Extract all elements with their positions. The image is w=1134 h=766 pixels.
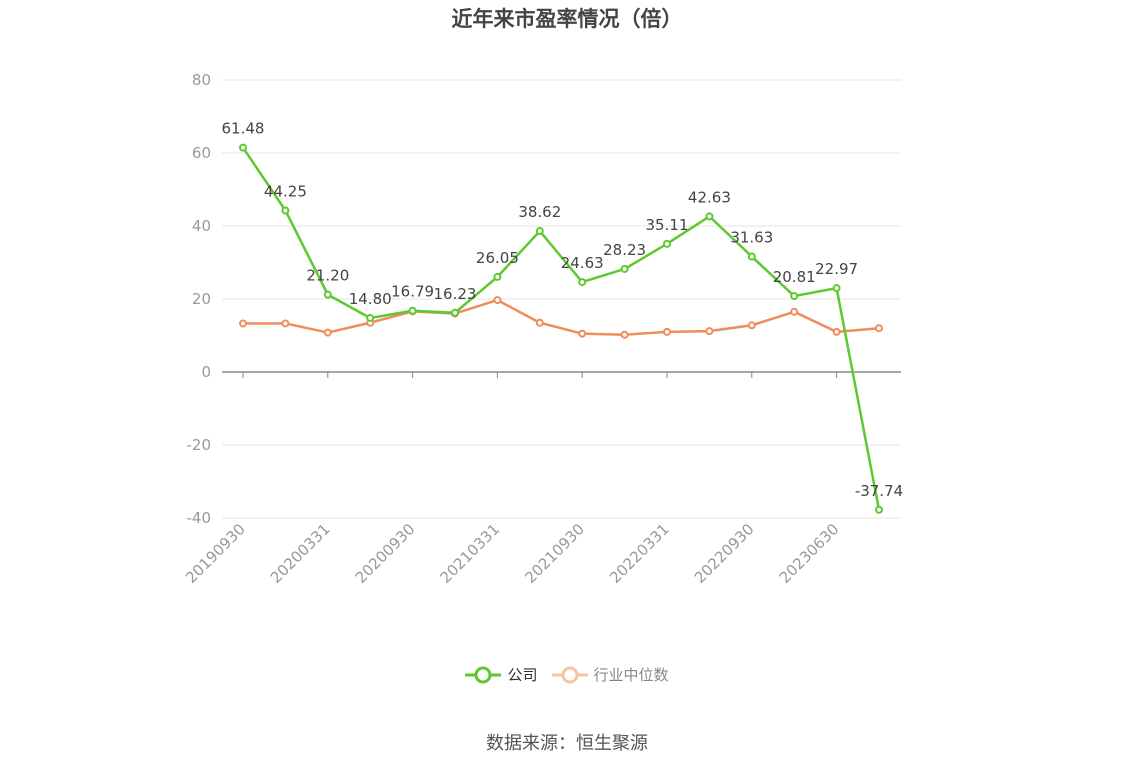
company-data-label: 28.23 bbox=[603, 241, 646, 259]
industry-data-point bbox=[239, 319, 247, 328]
company-data-label: 22.97 bbox=[815, 260, 858, 278]
y-tick-label: -40 bbox=[187, 509, 212, 527]
industry-data-point bbox=[620, 330, 629, 339]
company-data-point bbox=[620, 264, 629, 273]
industry-data-point bbox=[705, 327, 714, 336]
company-data-label: 26.05 bbox=[476, 249, 519, 267]
company-data-point bbox=[832, 284, 841, 293]
legend-item-company[interactable]: 公司 bbox=[465, 664, 538, 685]
industry-data-point bbox=[323, 328, 332, 337]
industry-data-point bbox=[535, 318, 544, 327]
company-data-label: 16.79 bbox=[391, 283, 434, 301]
company-data-point bbox=[366, 313, 375, 322]
industry-data-point bbox=[790, 307, 799, 316]
company-data-label: 24.63 bbox=[561, 254, 604, 272]
data-source: 数据来源：恒生聚源 bbox=[486, 733, 648, 754]
company-data-point bbox=[663, 239, 671, 248]
company-series-line bbox=[241, 146, 881, 510]
company-data-point bbox=[875, 505, 883, 514]
industry-data-point bbox=[281, 319, 290, 328]
company-data-label: 21.20 bbox=[306, 267, 349, 285]
y-tick-label: 20 bbox=[192, 290, 211, 308]
company-data-point bbox=[493, 272, 502, 281]
company-data-point bbox=[578, 278, 587, 287]
company-data-point bbox=[323, 290, 332, 299]
chart-title: 近年来市盈率情况（倍） bbox=[451, 7, 683, 31]
x-tick-label: 20220331 bbox=[606, 520, 673, 587]
y-tick-label: 40 bbox=[192, 217, 211, 235]
company-data-point bbox=[747, 252, 756, 261]
legend-label-company: 公司 bbox=[507, 666, 538, 684]
legend-label-industry: 行业中位数 bbox=[593, 666, 669, 684]
industry-series-line bbox=[243, 298, 880, 337]
legend: 公司 行业中位数 bbox=[0, 664, 1134, 685]
company-data-point bbox=[705, 212, 714, 221]
company-data-label: 14.80 bbox=[349, 290, 392, 308]
x-tick-label: 20200331 bbox=[267, 520, 334, 587]
company-data-label: 31.63 bbox=[730, 229, 773, 247]
company-data-label: -37.74 bbox=[855, 482, 903, 500]
company-data-label: 35.11 bbox=[646, 216, 689, 234]
company-data-point bbox=[408, 306, 417, 315]
company-data-point bbox=[239, 143, 247, 152]
y-tick-label: -20 bbox=[187, 436, 212, 454]
industry-data-point bbox=[832, 327, 841, 336]
x-tick-label: 20210331 bbox=[437, 520, 504, 587]
company-data-point bbox=[451, 308, 459, 317]
company-data-point bbox=[535, 227, 544, 236]
industry-data-point bbox=[875, 324, 883, 333]
x-tick-label: 20230630 bbox=[776, 520, 843, 587]
company-data-point bbox=[790, 292, 799, 301]
company-data-point bbox=[281, 206, 290, 215]
y-tick-label: 80 bbox=[192, 71, 211, 89]
company-legend-icon bbox=[465, 666, 502, 683]
company-data-label: 38.62 bbox=[518, 203, 561, 221]
industry-data-point bbox=[493, 296, 502, 305]
legend-item-industry[interactable]: 行业中位数 bbox=[551, 664, 669, 685]
company-data-label: 61.48 bbox=[222, 120, 265, 138]
x-tick-label: 20190930 bbox=[182, 520, 249, 587]
y-tick-label: 0 bbox=[201, 363, 211, 381]
company-data-label: 16.23 bbox=[434, 285, 477, 303]
industry-data-point bbox=[578, 329, 587, 338]
x-tick-label: 20210930 bbox=[521, 520, 588, 587]
industry-legend-icon bbox=[551, 666, 588, 683]
industry-data-point bbox=[663, 327, 671, 336]
x-tick-label: 20220930 bbox=[691, 520, 758, 587]
company-data-label: 44.25 bbox=[264, 182, 307, 200]
company-data-label: 42.63 bbox=[688, 188, 731, 206]
company-data-label: 20.81 bbox=[773, 268, 816, 286]
industry-data-point bbox=[747, 321, 756, 330]
x-tick-label: 20200930 bbox=[352, 520, 419, 587]
y-tick-label: 60 bbox=[192, 144, 211, 162]
